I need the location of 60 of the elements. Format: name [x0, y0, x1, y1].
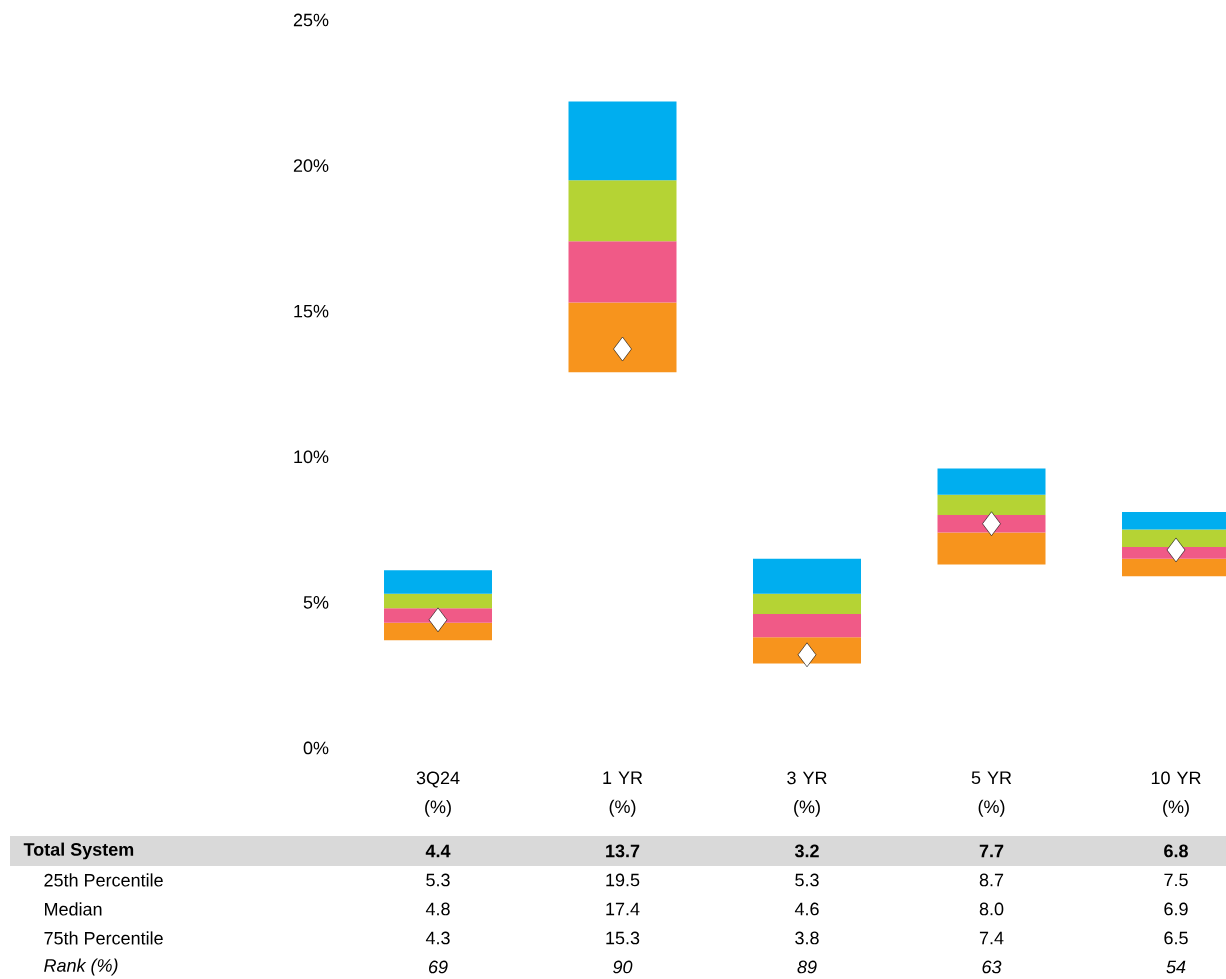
bar — [384, 593, 493, 609]
text: 4.8 — [425, 902, 450, 916]
text: 63 — [982, 960, 1002, 974]
text: 7.5 — [1164, 873, 1188, 887]
bar — [384, 622, 493, 641]
text: 15.3 — [606, 931, 640, 945]
y-tick-label: 20% — [293, 159, 329, 172]
data-label: 4.4 — [425, 844, 451, 858]
data-label: 3.2 — [794, 844, 819, 858]
y-tick-label: 15% — [294, 304, 329, 318]
text: 6.9 — [1164, 902, 1188, 916]
text: 5.3 — [426, 873, 450, 887]
text: 4.6 — [794, 902, 819, 916]
bar — [937, 468, 1046, 495]
point — [797, 642, 817, 668]
data-label: 7.7 — [979, 844, 1004, 858]
text: 90 — [613, 960, 633, 974]
bar — [937, 494, 1046, 516]
text: Median — [45, 902, 102, 916]
bar — [753, 593, 862, 615]
bar — [568, 180, 677, 242]
text: 54 — [1166, 960, 1186, 974]
text: 4.3 — [425, 931, 450, 945]
x-tick-label: 10 YR (%) — [1151, 771, 1201, 817]
x-tick-label: 3Q24 (%) — [416, 771, 460, 817]
text: 89 — [797, 960, 817, 974]
x-tick-label: 3 YR (%) — [787, 771, 827, 817]
x-tick-label: 5 YR (%) — [971, 771, 1012, 817]
text: Total System — [23, 842, 134, 860]
text: 17.4 — [606, 902, 640, 916]
point — [1166, 537, 1186, 563]
text: 25th Percentile — [44, 873, 163, 887]
text: 75th Percentile — [44, 931, 163, 945]
bar — [753, 614, 862, 638]
point — [982, 511, 1001, 537]
text: 69 — [429, 960, 448, 974]
bar — [753, 637, 862, 664]
y-tick-label: 5% — [303, 596, 329, 609]
bar — [384, 570, 493, 594]
text: 8.0 — [979, 902, 1004, 916]
data-label: 6.8 — [1164, 844, 1188, 858]
text: 6.5 — [1164, 931, 1188, 945]
y-tick-label: 10% — [294, 450, 329, 464]
text: Rank (%) — [44, 958, 118, 976]
text: 3.8 — [795, 931, 819, 945]
bar — [568, 302, 677, 373]
bar — [753, 558, 862, 594]
point — [613, 336, 632, 362]
point — [428, 607, 448, 633]
bar — [568, 241, 677, 303]
bar — [568, 101, 677, 181]
x-tick-label: 1 YR (%) — [603, 771, 643, 817]
text: 5.3 — [795, 873, 819, 887]
text: 7.4 — [979, 931, 1004, 945]
bar — [937, 532, 1046, 565]
y-tick-label: 25% — [293, 13, 329, 27]
text: 19.5 — [606, 873, 640, 887]
text: 8.7 — [979, 873, 1004, 887]
data-label: 13.7 — [606, 844, 640, 858]
y-tick-label: 0% — [303, 741, 329, 755]
